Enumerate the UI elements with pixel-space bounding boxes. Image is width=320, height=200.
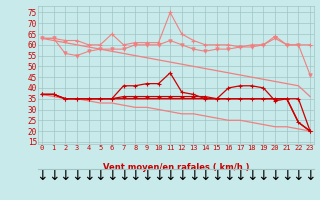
X-axis label: Vent moyen/en rafales ( km/h ): Vent moyen/en rafales ( km/h ) [103, 162, 249, 171]
